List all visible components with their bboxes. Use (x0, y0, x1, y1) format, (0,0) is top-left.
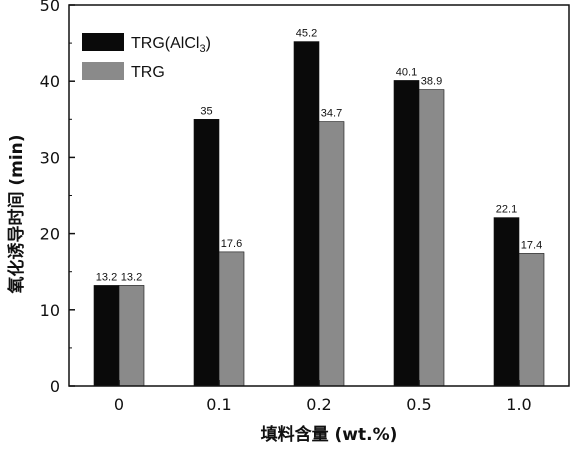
x-tick-label: 0.1 (206, 395, 231, 414)
y-tick-label: 50 (40, 0, 60, 15)
bar-trg-alcl3 (393, 80, 420, 387)
bar-trg-alcl3 (193, 119, 220, 387)
bar-trg (318, 121, 345, 387)
data-label: 40.1 (396, 66, 417, 78)
x-tick-label: 0.5 (406, 395, 431, 414)
y-tick-label: 20 (40, 225, 60, 244)
y-tick-label: 40 (40, 72, 60, 91)
data-label: 13.2 (96, 271, 117, 283)
y-tick-label: 10 (40, 301, 60, 320)
bar-trg-alcl3 (493, 217, 520, 387)
chart-marks: 13.2 13.2 35 17.6 45.2 34.7 40.1 38.9 22.1 17.4 (93, 28, 545, 387)
y-tick-label: 0 (50, 377, 60, 396)
data-label: 17.4 (521, 239, 542, 251)
bar-trg (218, 251, 245, 387)
legend-swatch-trg-alcl3 (82, 33, 124, 51)
x-axis-title: 填料含量 (wt.%) (261, 424, 398, 445)
data-label: 34.7 (321, 108, 342, 120)
legend-swatch-trg (82, 62, 124, 80)
axes: 0 10 20 30 40 50 0 0.1 0.2 0.5 1.0 (40, 0, 532, 414)
bar-trg-alcl3 (293, 41, 320, 387)
y-tick-label: 30 (40, 148, 60, 167)
bar-trg (518, 253, 545, 387)
data-label: 22.1 (496, 204, 517, 216)
x-tick-label: 0.2 (306, 395, 331, 414)
y-axis-title: 氧化诱导时间 (min) (6, 134, 27, 294)
x-tick-label: 1.0 (506, 395, 531, 414)
data-label: 45.2 (296, 28, 317, 40)
data-label: 17.6 (221, 238, 242, 250)
legend-label-trg-alcl3: TRG(AlCl3) (131, 35, 211, 55)
data-label: 38.9 (421, 76, 442, 88)
bar-trg-alcl3 (93, 285, 120, 387)
data-label: 13.2 (121, 271, 142, 283)
legend-label-trg: TRG (131, 64, 165, 81)
bar-trg (418, 89, 445, 387)
bar-trg (118, 285, 145, 387)
x-tick-label: 0 (114, 395, 124, 414)
data-label: 35 (200, 105, 212, 117)
legend: TRG(AlCl3) TRG (82, 33, 211, 81)
